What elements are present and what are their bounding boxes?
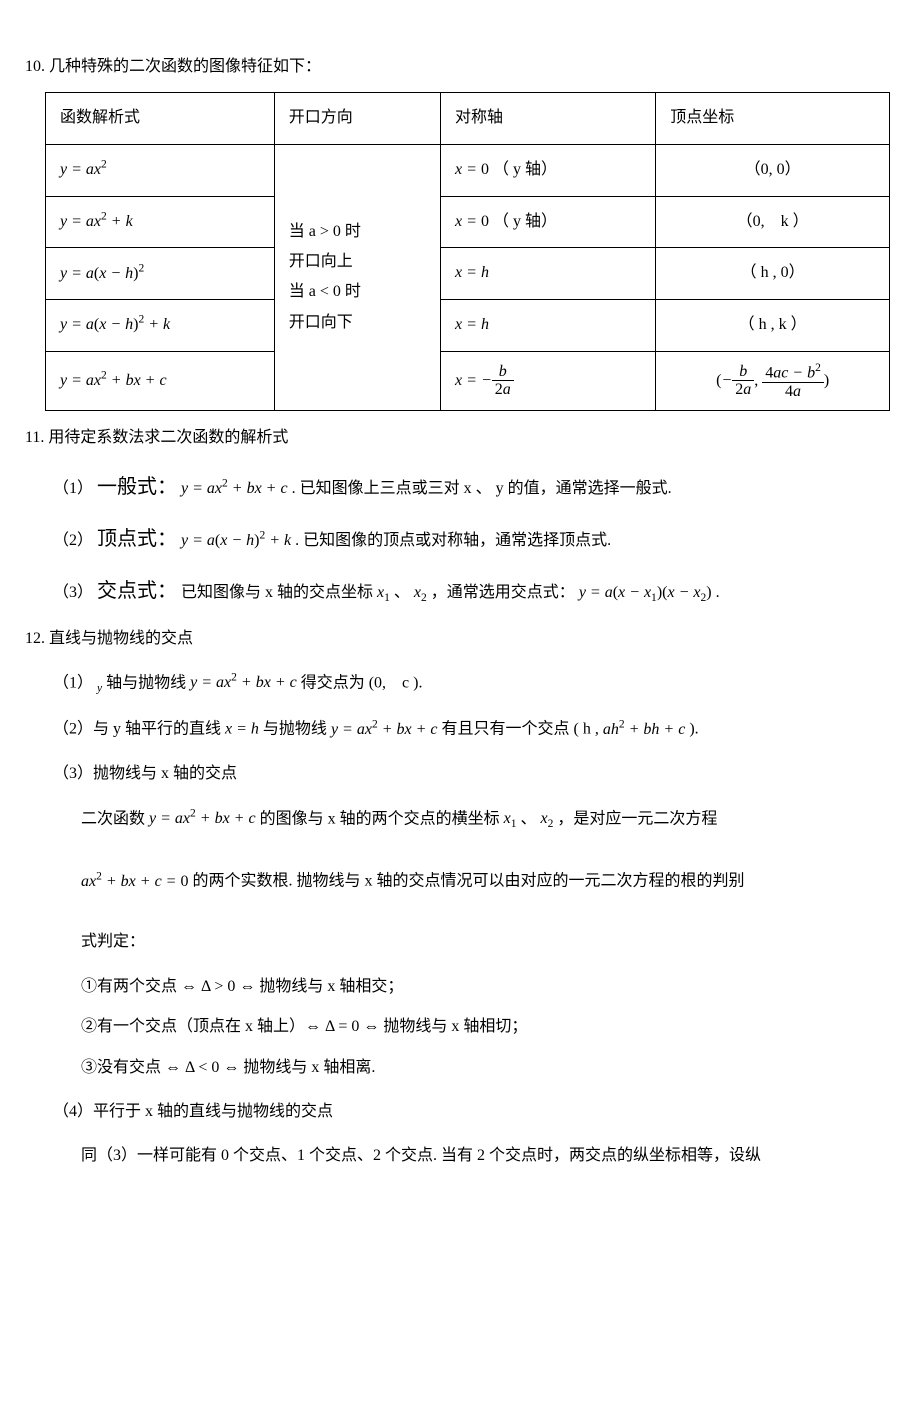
text-part: 的两个实数根. 抛物线与 x 轴的交点情况可以由对应的一元二次方程的根的判别 (192, 873, 744, 890)
section-12-item-4: （4）平行于 x 轴的直线与抛物线的交点 (53, 1097, 895, 1127)
section-12-item-3-li3: ③没有交点 ⇔ Δ < 0 ⇔ 抛物线与 x 轴相离. (81, 1053, 895, 1083)
table-header-row: 函数解析式 开口方向 对称轴 顶点坐标 (46, 93, 890, 144)
section-10-title: 10. 几种特殊的二次函数的图像特征如下： (25, 52, 895, 82)
axis-cell: x = 0 （ y 轴） (441, 144, 656, 196)
section-12-item-1: （1） y 轴与抛物线 y = ax2 + bx + c 得交点为 (0, c … (53, 668, 895, 700)
section-12-item-2: （2）与 y 轴平行的直线 x = h 与抛物线 y = ax2 + bx + … (53, 714, 895, 745)
col-header-opening: 开口方向 (274, 93, 440, 144)
item-tail: . 已知图像上三点或三对 x 、 y 的值，通常选择一般式. (292, 480, 672, 497)
item-label: （3） (53, 584, 93, 601)
axis-cell: x = h (441, 299, 656, 351)
text-part: （2）与 y 轴平行的直线 (53, 721, 225, 738)
formula-cell: y = ax2 (46, 144, 275, 196)
axis-note: （ y 轴） (493, 161, 557, 178)
item-lead: 已知图像与 x 轴的交点坐标 (181, 584, 377, 601)
item-label: （1） (53, 480, 93, 497)
vertex-cell: （ h , k ） (656, 299, 890, 351)
formula-cell: y = ax2 + k (46, 196, 275, 248)
item-label: （2） (53, 532, 93, 549)
item-mid: ，通常选用交点式： (431, 584, 575, 601)
axis-note: （ y 轴） (493, 213, 557, 230)
vertex-cell: (−b2a, 4ac − b24a) (656, 351, 890, 411)
section-11-item-2: （2） 顶点式： y = a(x − h)2 + k . 已知图像的顶点或对称轴… (53, 520, 895, 558)
opening-line-4: 开口向下 (289, 314, 353, 331)
item-name-intersection: 交点式： (97, 580, 177, 602)
col-header-axis: 对称轴 (441, 93, 656, 144)
axis-cell: x = h (441, 248, 656, 300)
section-12-item-3-li2: ②有一个交点（顶点在 x 轴上）⇔ Δ = 0 ⇔ 抛物线与 x 轴相切； (81, 1012, 895, 1042)
text-part: ，是对应一元二次方程 (557, 810, 717, 827)
text-part: 的图像与 x 轴的两个交点的横坐标 (260, 810, 504, 827)
table-row: y = a(x − h)2 x = h （ h , 0） (46, 248, 890, 300)
section-12-title: 12. 直线与抛物线的交点 (25, 624, 895, 654)
text-part: 与抛物线 (263, 721, 331, 738)
section-11-item-1: （1） 一般式： y = ax2 + bx + c . 已知图像上三点或三对 x… (53, 468, 895, 506)
quadratic-forms-table: 函数解析式 开口方向 对称轴 顶点坐标 y = ax2 当 a > 0 时 开口… (45, 92, 890, 411)
text-part: （1） (53, 674, 97, 691)
axis-cell: x = −b2a (441, 351, 656, 411)
text-part: 式判定： (81, 933, 145, 950)
opening-line-3: 当 a < 0 时 (289, 283, 361, 300)
table-row: y = ax2 当 a > 0 时 开口向上 当 a < 0 时 开口向下 x … (46, 144, 890, 196)
text-part: 得交点为 (0, c ). (301, 674, 423, 691)
text-part: 轴与抛物线 (106, 674, 190, 691)
formula-cell: y = a(x − h)2 (46, 248, 275, 300)
vertex-cell: （0, k ） (656, 196, 890, 248)
vertex-cell: （0, 0） (656, 144, 890, 196)
table-row: y = ax2 + k x = 0 （ y 轴） （0, k ） (46, 196, 890, 248)
opening-line-1: 当 a > 0 时 (289, 223, 361, 240)
opening-direction-cell: 当 a > 0 时 开口向上 当 a < 0 时 开口向下 (274, 144, 440, 410)
text-part: 有且只有一个交点 ( h , (442, 721, 603, 738)
col-header-vertex: 顶点坐标 (656, 93, 890, 144)
item-name-general: 一般式： (97, 476, 177, 498)
vertex-cell: （ h , 0） (656, 248, 890, 300)
section-12-item-4-para: 同（3）一样可能有 0 个交点、1 个交点、2 个交点. 当有 2 个交点时，两… (81, 1141, 895, 1171)
section-11-item-3: （3） 交点式： 已知图像与 x 轴的交点坐标 x1 、 x2 ，通常选用交点式… (53, 572, 895, 610)
section-12-item-3-li1: ①有两个交点 ⇔ Δ > 0 ⇔ 抛物线与 x 轴相交； (81, 972, 895, 1002)
table-row: y = ax2 + bx + c x = −b2a (−b2a, 4ac − b… (46, 351, 890, 411)
section-12-item-3: （3）抛物线与 x 轴的交点 (53, 759, 895, 789)
item-name-vertex: 顶点式： (97, 528, 177, 550)
formula-cell: y = a(x − h)2 + k (46, 299, 275, 351)
formula-cell: y = ax2 + bx + c (46, 351, 275, 411)
item-tail: . 已知图像的顶点或对称轴，通常选择顶点式. (295, 532, 611, 549)
text-part: ). (685, 721, 698, 738)
section-11-title: 11. 用待定系数法求二次函数的解析式 (25, 423, 895, 453)
axis-cell: x = 0 （ y 轴） (441, 196, 656, 248)
col-header-formula: 函数解析式 (46, 93, 275, 144)
opening-line-2: 开口向上 (289, 253, 353, 270)
section-12-item-3-para: 二次函数 y = ax2 + bx + c 的图像与 x 轴的两个交点的横坐标 … (81, 804, 895, 958)
text-part: 二次函数 (81, 810, 149, 827)
table-row: y = a(x − h)2 + k x = h （ h , k ） (46, 299, 890, 351)
